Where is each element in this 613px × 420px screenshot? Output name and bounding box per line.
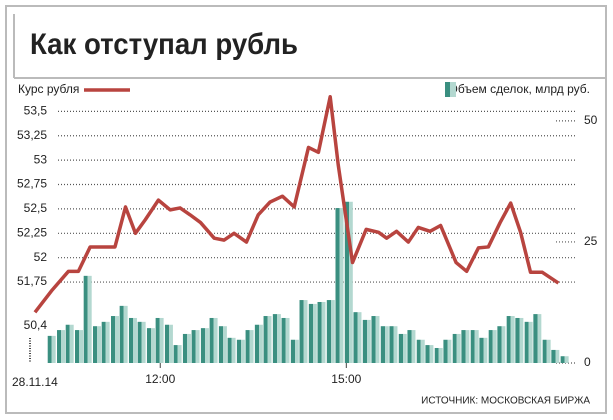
bar: [398, 333, 407, 363]
bar: [389, 326, 398, 363]
y-tick-label: 53,25: [17, 128, 47, 142]
bar: [326, 300, 335, 363]
bar: [317, 301, 326, 363]
bar: [551, 349, 560, 363]
bar: [47, 335, 56, 363]
bar: [299, 300, 308, 363]
bar: [209, 317, 218, 363]
frame: [5, 5, 607, 414]
chart-title: Как отступал рубль: [30, 28, 298, 61]
bar: [281, 317, 290, 363]
annotation: 50,4: [24, 318, 48, 332]
bar: [227, 337, 236, 363]
bar: [164, 324, 173, 363]
bar: [560, 356, 569, 363]
bar: [344, 201, 353, 363]
bar: [488, 330, 497, 363]
y-tick-label: 52,5: [24, 201, 48, 215]
bar: [434, 347, 443, 363]
legend-label: Курс рубля: [18, 82, 79, 96]
bar: [470, 330, 479, 363]
bar: [119, 305, 128, 363]
y-tick-label: 52,25: [17, 225, 47, 239]
y2-tick-label: 25: [584, 234, 598, 248]
bar: [290, 339, 299, 363]
legend-label: Объем сделок, млрд руб.: [449, 82, 590, 96]
bar: [200, 328, 209, 363]
bar: [524, 321, 533, 363]
bar: [263, 316, 272, 363]
bar: [146, 328, 155, 363]
bar: [497, 326, 506, 363]
y-tick-label: 53: [34, 152, 48, 166]
bar: [245, 330, 254, 363]
bar: [92, 326, 101, 363]
bar: [65, 324, 74, 363]
bar: [101, 321, 110, 363]
annotation: 28.11.14: [12, 375, 58, 389]
bar: [308, 303, 317, 363]
line: [33, 95, 560, 314]
bar: [236, 339, 245, 363]
y-tick-label: 51,75: [17, 274, 47, 288]
bar: [533, 314, 542, 363]
bar: [479, 337, 488, 363]
bar: [542, 339, 551, 363]
bar: [353, 312, 362, 363]
x-tick-label: 15:00: [331, 372, 361, 386]
bar: [362, 319, 371, 363]
bar: [416, 339, 425, 363]
bar: [380, 326, 389, 363]
bar: [443, 339, 452, 363]
y-tick-label: 52,75: [17, 177, 47, 191]
bar: [182, 333, 191, 363]
bar: [407, 330, 416, 363]
bar: [506, 316, 515, 363]
bar: [272, 314, 281, 363]
y2-tick-label: 50: [584, 113, 598, 127]
bar: [110, 316, 119, 363]
bar: [335, 208, 344, 363]
bar: [515, 317, 524, 363]
bar: [218, 326, 227, 363]
bar: [74, 330, 83, 363]
bar: [173, 345, 182, 363]
legend-swatch: [450, 82, 456, 97]
bar: [57, 330, 66, 363]
bar: [425, 345, 434, 363]
y-tick-label: 53,5: [24, 104, 48, 118]
source: ИСТОЧНИК: МОСКОВСКАЯ БИРЖА: [421, 396, 590, 407]
bar: [137, 321, 146, 363]
bar: [191, 330, 200, 363]
x-tick-label: 12:00: [145, 372, 175, 386]
bar: [461, 330, 470, 363]
bar: [452, 333, 461, 363]
y2-tick-label: 0: [584, 355, 591, 369]
bar: [128, 317, 137, 363]
bar: [155, 317, 164, 363]
y-tick-label: 52: [34, 250, 48, 264]
bar: [83, 275, 92, 363]
bar: [371, 316, 380, 363]
bar: [254, 324, 263, 363]
legend-swatch: [445, 82, 450, 97]
